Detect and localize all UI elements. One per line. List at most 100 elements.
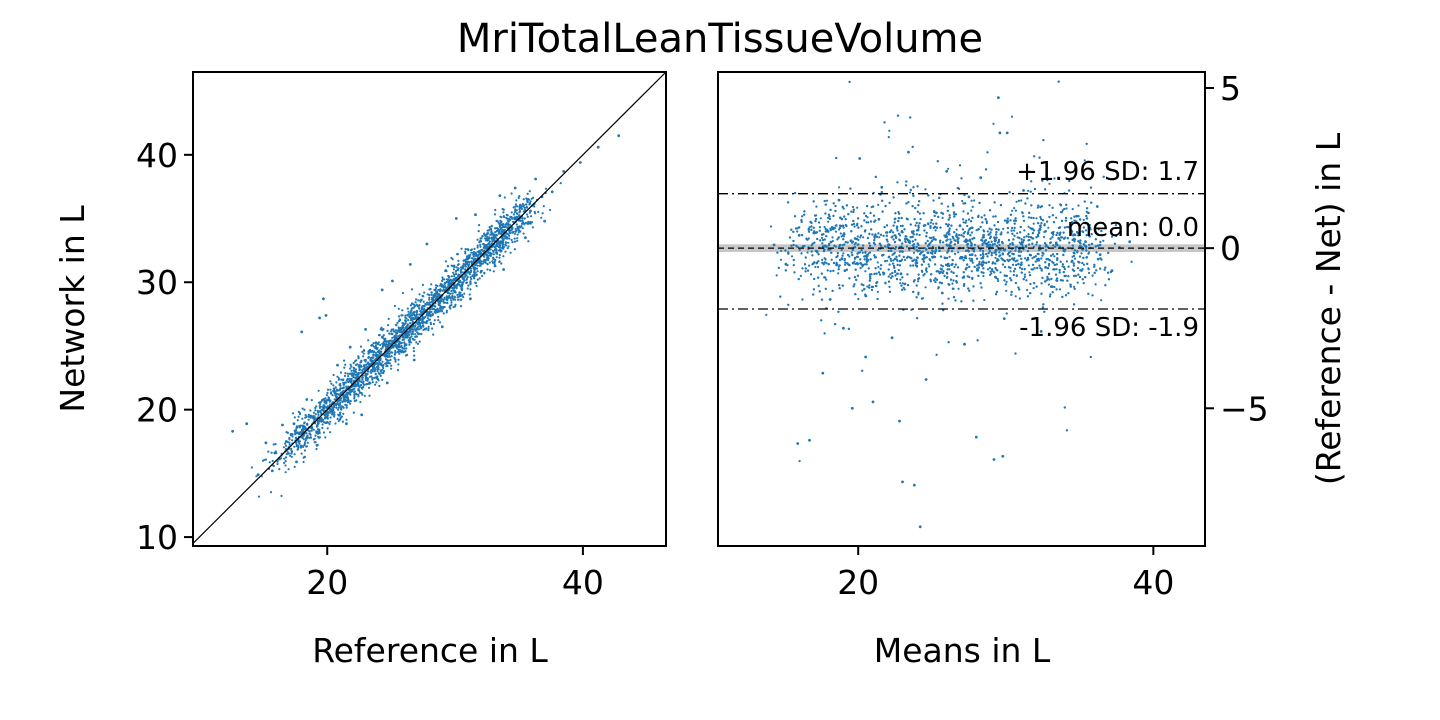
scatter-point <box>299 424 302 427</box>
bland-altman-point <box>887 249 890 252</box>
scatter-point <box>352 384 355 387</box>
scatter-point <box>459 294 462 298</box>
scatter-point <box>420 306 424 310</box>
scatter-point <box>361 378 364 381</box>
scatter-point <box>497 229 500 232</box>
bland-altman-point <box>994 256 997 259</box>
scatter-point <box>302 456 305 459</box>
bland-altman-point <box>984 218 987 221</box>
scatter-point <box>349 363 352 366</box>
scatter-point <box>360 365 363 368</box>
bland-altman-point <box>868 284 871 287</box>
scatter-point <box>344 403 347 406</box>
bland-altman-point <box>887 280 891 283</box>
scatter-point <box>483 271 486 274</box>
scatter-point <box>393 338 397 341</box>
bland-altman-point <box>864 270 867 273</box>
bland-altman-point <box>941 216 944 219</box>
bland-altman-point <box>838 226 842 229</box>
scatter-point <box>416 342 420 345</box>
scatter-point <box>402 336 405 339</box>
scatter-point <box>501 207 504 211</box>
bland-altman-point <box>1048 295 1052 298</box>
scatter-point <box>326 391 329 394</box>
bland-altman-point <box>1032 216 1035 220</box>
scatter-point <box>372 351 375 354</box>
scatter-point <box>339 407 343 411</box>
scatter-point <box>329 416 332 419</box>
scatter-point <box>489 248 492 251</box>
scatter-point <box>438 321 442 324</box>
scatter-point <box>320 399 324 402</box>
scatter-point <box>384 358 388 361</box>
scatter-point <box>437 309 440 312</box>
scatter-point <box>496 220 499 223</box>
scatter-point <box>473 274 476 277</box>
scatter-point <box>477 230 480 233</box>
bland-altman-point <box>1028 211 1031 214</box>
bland-altman-point <box>1056 257 1059 260</box>
scatter-point <box>474 271 477 274</box>
scatter-point <box>516 233 519 236</box>
bland-altman-point <box>1006 231 1009 234</box>
scatter-point <box>339 416 342 419</box>
scatter-point <box>486 268 489 271</box>
scatter-point <box>428 294 431 297</box>
scatter-point <box>341 420 344 423</box>
bland-altman-point <box>960 300 963 303</box>
bland-altman-point <box>951 282 954 285</box>
scatter-point <box>314 413 317 416</box>
scatter-point <box>381 342 384 345</box>
chart-title: MriTotalLeanTissueVolume <box>457 16 983 62</box>
scatter-point <box>291 412 295 415</box>
scatter-point <box>338 389 341 392</box>
scatter-point <box>403 341 406 344</box>
bland-altman-point <box>1054 273 1058 276</box>
scatter-point <box>295 443 298 446</box>
bland-altman-point <box>981 242 984 245</box>
scatter-point <box>527 220 530 223</box>
scatter-point <box>319 405 322 408</box>
bland-altman-point <box>947 205 950 208</box>
scatter-point <box>325 416 328 419</box>
bland-altman-point <box>914 224 917 227</box>
bland-altman-point <box>814 265 817 269</box>
scatter-point <box>511 220 515 223</box>
scatter-point <box>305 415 308 418</box>
scatter-point <box>451 287 454 290</box>
bland-altman-point <box>850 251 853 254</box>
bland-altman-point <box>823 226 826 229</box>
scatter-point <box>338 383 341 386</box>
scatter-point <box>506 214 509 217</box>
scatter-point <box>305 398 309 401</box>
bland-altman-point <box>999 254 1002 257</box>
scatter-point <box>369 357 372 360</box>
scatter-point <box>301 407 304 410</box>
bland-altman-point <box>885 234 888 237</box>
scatter-point <box>397 315 401 318</box>
scatter-point <box>525 206 528 209</box>
scatter-point <box>355 393 358 396</box>
scatter-point <box>412 346 415 350</box>
scatter-point <box>389 358 392 361</box>
bland-altman-point <box>1094 245 1097 248</box>
scatter-point <box>364 375 367 378</box>
bland-altman-point <box>899 282 902 285</box>
scatter-point <box>446 297 449 300</box>
bland-altman-point <box>832 269 835 272</box>
scatter-point <box>386 329 389 332</box>
scatter-point <box>526 200 529 204</box>
scatter-point <box>434 310 437 313</box>
scatter-point <box>357 393 360 396</box>
scatter-point <box>454 277 457 280</box>
scatter-point <box>448 281 451 284</box>
scatter-point <box>431 314 434 317</box>
scatter-point <box>410 310 413 313</box>
scatter-point <box>408 338 411 341</box>
bland-altman-point <box>1027 225 1030 228</box>
bland-altman-point <box>922 212 925 215</box>
scatter-point <box>412 338 415 341</box>
scatter-point <box>414 304 417 307</box>
bland-altman-point <box>1052 244 1055 247</box>
bland-altman-point <box>939 239 942 242</box>
